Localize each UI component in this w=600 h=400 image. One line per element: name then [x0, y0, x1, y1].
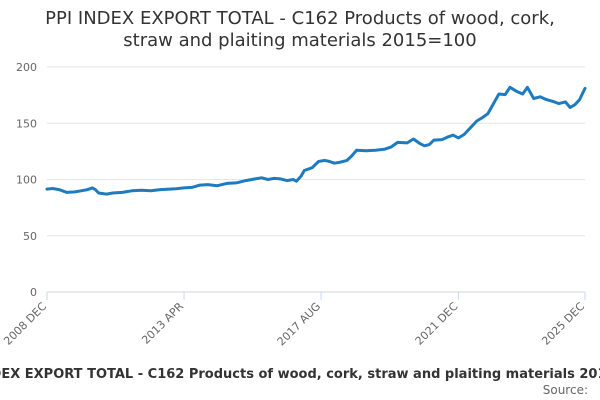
credits-text: Source: — [543, 383, 588, 397]
y-tick-label: 50 — [23, 230, 37, 243]
y-tick-label: 100 — [16, 174, 37, 187]
legend-item-label: PPI INDEX EXPORT TOTAL - C162 Products o… — [0, 367, 600, 382]
x-tick-label: 2017 AUG — [275, 300, 324, 349]
y-tick-label: 200 — [16, 61, 37, 74]
x-tick-label: 2008 DEC — [1, 300, 49, 348]
chart-title-line: PPI INDEX EXPORT TOTAL - C162 Products o… — [45, 8, 555, 29]
x-axis-ticks: 2008 DEC 2013 APR 2017 AUG 2021 DEC 2025 DEC — [1, 292, 587, 348]
y-axis-ticks: 0 50 100 150 200 — [16, 61, 37, 299]
x-tick-label: 2013 APR — [139, 300, 186, 347]
series-group — [45, 85, 587, 196]
y-tick-label: 0 — [30, 286, 37, 299]
chart-title-line: straw and plaiting materials 2015=100 — [123, 30, 476, 51]
credits: Source: — [543, 383, 588, 397]
x-tick-label: 2025 DEC — [539, 300, 587, 348]
grid-lines — [47, 66, 585, 293]
legend[interactable]: PPI INDEX EXPORT TOTAL - C162 Products o… — [0, 367, 600, 382]
series-line — [45, 85, 587, 196]
x-tick-label: 2021 DEC — [413, 300, 461, 348]
y-tick-label: 150 — [16, 117, 37, 130]
chart-title: PPI INDEX EXPORT TOTAL - C162 Products o… — [45, 8, 555, 51]
